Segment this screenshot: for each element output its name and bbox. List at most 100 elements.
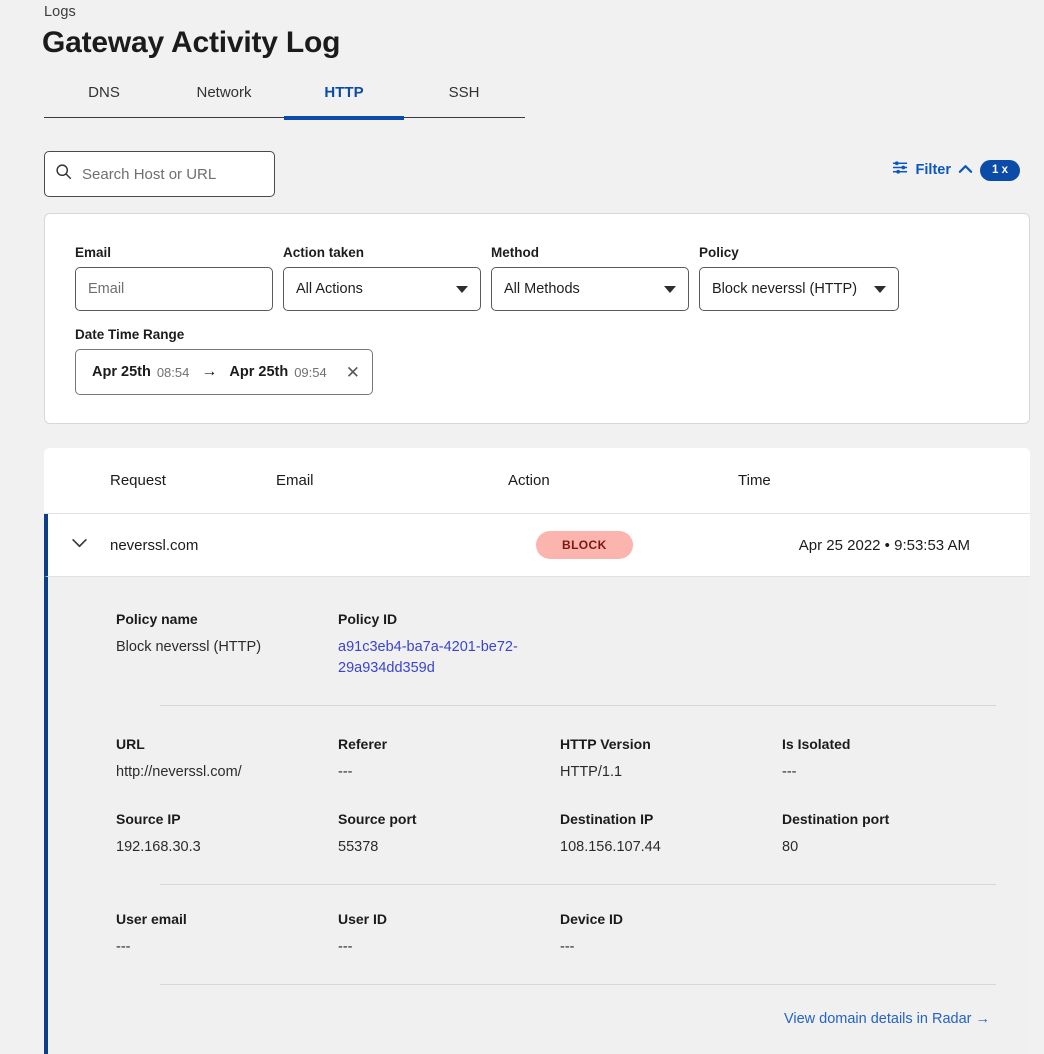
detail-key: Is Isolated — [782, 736, 851, 753]
chevron-down-icon — [71, 536, 88, 554]
column-header-action: Action — [508, 472, 550, 489]
detail-field-source-port: Source port 55378 — [338, 811, 560, 858]
email-input[interactable]: Email — [75, 267, 273, 311]
tab-network[interactable]: Network — [196, 84, 252, 101]
action-select-value: All Actions — [296, 281, 363, 297]
detail-value: --- — [338, 764, 353, 781]
chevron-down-icon — [456, 286, 468, 293]
detail-key: Source IP — [116, 811, 181, 828]
tab-http[interactable]: HTTP — [284, 76, 404, 120]
action-select[interactable]: All Actions — [283, 267, 481, 311]
detail-field-user-id: User ID --- — [338, 911, 560, 958]
filter-sliders-icon — [892, 160, 909, 180]
detail-field-url: URL http://neverssl.com/ — [116, 736, 338, 783]
table-header-row: Request Email Action Time — [44, 448, 1030, 514]
detail-divider — [160, 884, 996, 886]
detail-key: Referer — [338, 736, 388, 753]
detail-field-user-email: User email --- — [116, 911, 338, 958]
chevron-up-icon[interactable] — [958, 161, 973, 179]
tab-ssh[interactable]: SSH — [448, 84, 480, 101]
view-domain-details-in-radar-link[interactable]: View domain details in Radar → — [783, 1011, 990, 1028]
detail-key: User email — [116, 911, 187, 928]
detail-field-is-isolated: Is Isolated --- — [782, 736, 1004, 783]
filter-panel: Email Email Action taken All Actions Met… — [44, 213, 1030, 424]
filter-toggle[interactable]: Filter 1 x — [892, 160, 1020, 181]
detail-key: Destination port — [782, 811, 890, 828]
detail-key: Policy ID — [338, 611, 398, 627]
filter-label-policy: Policy — [699, 245, 739, 260]
detail-value: --- — [782, 764, 797, 781]
filter-label-email: Email — [75, 245, 112, 260]
detail-value: --- — [338, 939, 353, 956]
detail-section-network: Source IP 192.168.30.3 Source port 55378… — [48, 783, 1030, 858]
chevron-down-icon — [664, 286, 676, 293]
detail-value: 80 — [782, 839, 799, 856]
filter-field-method: Method All Methods — [491, 245, 689, 311]
search-icon — [55, 163, 80, 185]
range-arrow-icon: → — [201, 363, 218, 380]
detail-key: URL — [116, 736, 145, 753]
row-request-host[interactable]: neverssl.com — [110, 536, 199, 554]
method-select[interactable]: All Methods — [491, 267, 689, 311]
detail-key: Source port — [338, 811, 417, 828]
tab-dns[interactable]: DNS — [88, 84, 120, 101]
date-time-range-field: Date Time Range Apr 25th 08:54 → Apr 25t… — [75, 327, 373, 395]
detail-key: Device ID — [560, 911, 624, 928]
detail-value: --- — [560, 939, 575, 956]
results-table: Request Email Action Time neverssl.com B… — [44, 448, 1030, 1054]
filter-field-policy: Policy Block neverssl (HTTP) — [699, 245, 899, 311]
filter-field-action: Action taken All Actions — [283, 245, 481, 311]
detail-field-policy-id: Policy ID a91c3eb4-ba7a-4201-be72-29a934… — [338, 611, 560, 679]
detail-section-user: User email --- User ID --- Device ID --- — [48, 885, 1030, 958]
detail-value: 55378 — [338, 839, 379, 856]
table-row[interactable]: neverssl.com BLOCK Apr 25 2022 • 9:53:53… — [44, 514, 1030, 577]
detail-field-device-id: Device ID --- — [560, 911, 782, 958]
filter-fields-row: Email Email Action taken All Actions Met… — [75, 245, 899, 311]
filter-label-action: Action taken — [283, 245, 365, 260]
detail-key: Policy name — [116, 611, 198, 627]
detail-value: 192.168.30.3 — [116, 839, 201, 856]
row-detail-panel: Policy name Block neverssl (HTTP) Policy… — [44, 577, 1030, 1054]
detail-value-link[interactable]: a91c3eb4-ba7a-4201-be72-29a934dd359d — [338, 639, 518, 677]
detail-field-http-version: HTTP Version HTTP/1.1 — [560, 736, 782, 783]
detail-key: User ID — [338, 911, 388, 928]
detail-key: Destination IP — [560, 811, 654, 828]
range-start-date[interactable]: Apr 25th — [92, 364, 151, 380]
policy-select[interactable]: Block neverssl (HTTP) — [699, 267, 899, 311]
row-action-cell: BLOCK — [536, 531, 766, 559]
search-input[interactable] — [80, 164, 264, 184]
detail-value: 108.156.107.44 — [560, 839, 661, 856]
close-icon[interactable]: ✕ — [345, 362, 360, 382]
range-end-date[interactable]: Apr 25th — [229, 364, 289, 380]
row-expand-toggle[interactable] — [48, 536, 110, 554]
date-time-range-picker[interactable]: Apr 25th 08:54 → Apr 25th 09:54 ✕ — [75, 349, 373, 395]
detail-field-destination-port: Destination port 80 — [782, 811, 1004, 858]
filter-count-badge[interactable]: 1 x — [980, 160, 1020, 181]
range-end-time[interactable]: 09:54 — [294, 364, 327, 380]
status-badge: BLOCK — [536, 531, 633, 559]
detail-value: http://neverssl.com/ — [116, 764, 242, 781]
page-title: Gateway Activity Log — [42, 26, 341, 59]
detail-value: HTTP/1.1 — [560, 764, 623, 781]
detail-key: HTTP Version — [560, 736, 651, 753]
detail-section-request: URL http://neverssl.com/ Referer --- HTT… — [48, 706, 1030, 783]
row-time: Apr 25 2022 • 9:53:53 AM — [798, 536, 970, 554]
detail-field-policy-name: Policy name Block neverssl (HTTP) — [116, 611, 338, 679]
detail-field-destination-ip: Destination IP 108.156.107.44 — [560, 811, 782, 858]
range-start-time[interactable]: 08:54 — [156, 364, 190, 380]
filter-field-email: Email Email — [75, 245, 273, 311]
detail-divider — [160, 705, 996, 707]
policy-select-value: Block neverssl (HTTP) — [712, 281, 858, 297]
detail-value: Block neverssl (HTTP) — [116, 639, 262, 655]
column-header-request: Request — [110, 472, 166, 489]
radar-link-row: View domain details in Radar → — [48, 985, 1030, 1027]
column-header-time: Time — [738, 472, 771, 489]
method-select-value: All Methods — [504, 281, 580, 297]
breadcrumb[interactable]: Logs — [44, 4, 76, 20]
search-box[interactable] — [44, 151, 275, 197]
detail-field-referer: Referer --- — [338, 736, 560, 783]
detail-value: --- — [116, 939, 131, 956]
filter-label-method: Method — [491, 245, 539, 260]
filter-label: Filter — [915, 162, 951, 179]
